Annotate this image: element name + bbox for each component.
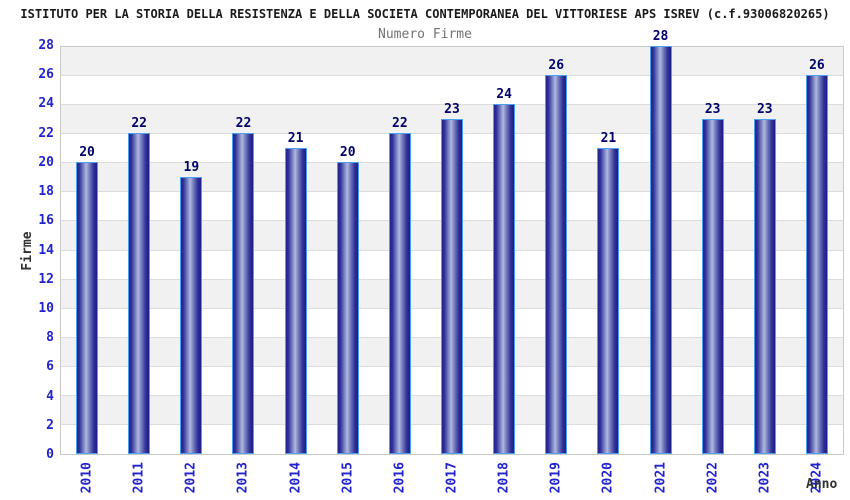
x-tick-label: 2019 [549,462,564,493]
bar-slot: 26 2024 [791,47,843,493]
y-tick-label: 22 [38,125,54,141]
bar [128,133,151,454]
x-tick-label: 2020 [601,462,616,493]
bar-slot: 28 2021 [634,30,686,493]
y-tick-label: 12 [38,271,54,287]
bar-value-label: 26 [548,58,565,74]
x-axis-label: Anno [806,477,838,492]
y-tick-label: 20 [38,154,54,170]
bar [597,147,620,454]
bar [753,118,776,454]
bar [649,46,672,454]
x-tick-label: 2018 [497,462,512,493]
chart-header-title: ISTITUTO PER LA STORIA DELLA RESISTENZA … [20,7,830,21]
bar-value-label: 19 [183,159,200,175]
bar-value-label: 28 [652,29,669,44]
y-tick-label: 24 [38,96,54,112]
bar-value-label: 24 [496,87,512,103]
bar-value-label: 21 [600,130,617,146]
gridline [61,75,843,77]
bar-slot: 23 2023 [739,47,791,493]
x-tick-label-text: 2012 [183,462,199,494]
bar-slot: 19 2012 [165,47,217,493]
bar-slot: 22 2011 [113,47,165,493]
bar-value-label: 20 [79,145,95,161]
y-tick-label: 14 [38,242,54,258]
y-tick-label: 10 [38,300,54,316]
y-tick-label: 8 [46,330,54,346]
x-tick-label-text: 2022 [705,462,721,494]
x-tick-label: 2015 [340,462,355,493]
bar-value-label: 23 [444,101,460,117]
x-tick-label-text: 2015 [340,462,356,494]
bar [493,104,516,454]
x-tick-label: 2011 [132,462,147,493]
x-tick-label: 2023 [757,462,772,493]
bar [545,75,568,454]
bar-slot: 23 2022 [687,47,739,493]
x-tick-label-text: 2023 [757,462,773,494]
x-tick-label-text: 2011 [131,462,147,494]
bar-value-label: 22 [131,116,148,132]
bar [76,162,99,454]
x-tick-label-text: 2021 [653,462,669,494]
bar [232,133,255,454]
bar-value-label: 22 [235,116,252,132]
x-tick-label: 2010 [80,462,95,493]
y-tick-label: 4 [46,388,54,404]
x-tick-label: 2012 [184,462,199,493]
bar [388,133,411,454]
y-tick-label: 18 [38,184,54,200]
x-tick-label-text: 2016 [392,462,408,494]
y-tick-label: 16 [38,213,54,229]
gridline [61,104,843,106]
bar [180,176,203,454]
y-tick-label: 6 [46,359,54,375]
x-tick-label-text: 2014 [288,462,304,494]
bar [805,75,828,454]
bar-slot: 22 2016 [374,47,426,493]
bar [284,147,307,454]
x-tick-label: 2013 [236,462,251,493]
y-tick-label: 26 [38,67,54,83]
y-tick-label: 28 [38,38,54,53]
bar-value-label: 23 [756,101,773,117]
bar [701,118,724,454]
x-tick-label: 2017 [444,462,459,493]
bar-slot: 21 2020 [582,47,634,493]
x-tick-label-text: 2018 [496,462,512,494]
chart-title: Numero Firme [378,27,472,42]
x-tick-label: 2016 [392,462,407,493]
bar-value-label: 22 [392,116,408,132]
bar-value-label: 23 [704,101,721,117]
x-tick-label-text: 2017 [444,462,460,494]
bar-slot: 26 2019 [530,47,582,493]
bar-slot: 22 2013 [217,47,269,493]
x-tick-label-text: 2020 [600,462,616,494]
bar-slot: 24 2018 [478,47,530,493]
bar-value-label: 21 [287,130,304,146]
plot-area: 20 2010 22 2011 19 2012 22 2013 21 2014 20 2015 22 20… [60,30,844,493]
plot-band [61,47,843,77]
x-tick-label: 2022 [705,462,720,493]
bar-slot: 20 2015 [322,47,374,493]
bar-value-label: 20 [339,145,356,161]
bar [336,162,359,454]
y-tick-label: 0 [46,447,54,462]
x-tick-label: 2014 [288,462,303,493]
plot-band [61,76,843,106]
bar-slot: 21 2014 [270,47,322,493]
bar-value-label: 26 [809,58,825,74]
y-tick-label: 2 [46,417,54,433]
x-tick-label-text: 2010 [79,462,95,494]
x-tick-label-text: 2019 [548,462,564,494]
y-axis: 0 2 4 6 8 10 12 14 16 18 20 22 24 26 28 [0,39,54,462]
bar-slot: 23 2017 [426,47,478,493]
x-tick-label: 2021 [653,462,668,493]
bar [440,118,463,454]
x-tick-label-text: 2013 [235,462,251,494]
bar-slot: 20 2010 [61,47,113,493]
